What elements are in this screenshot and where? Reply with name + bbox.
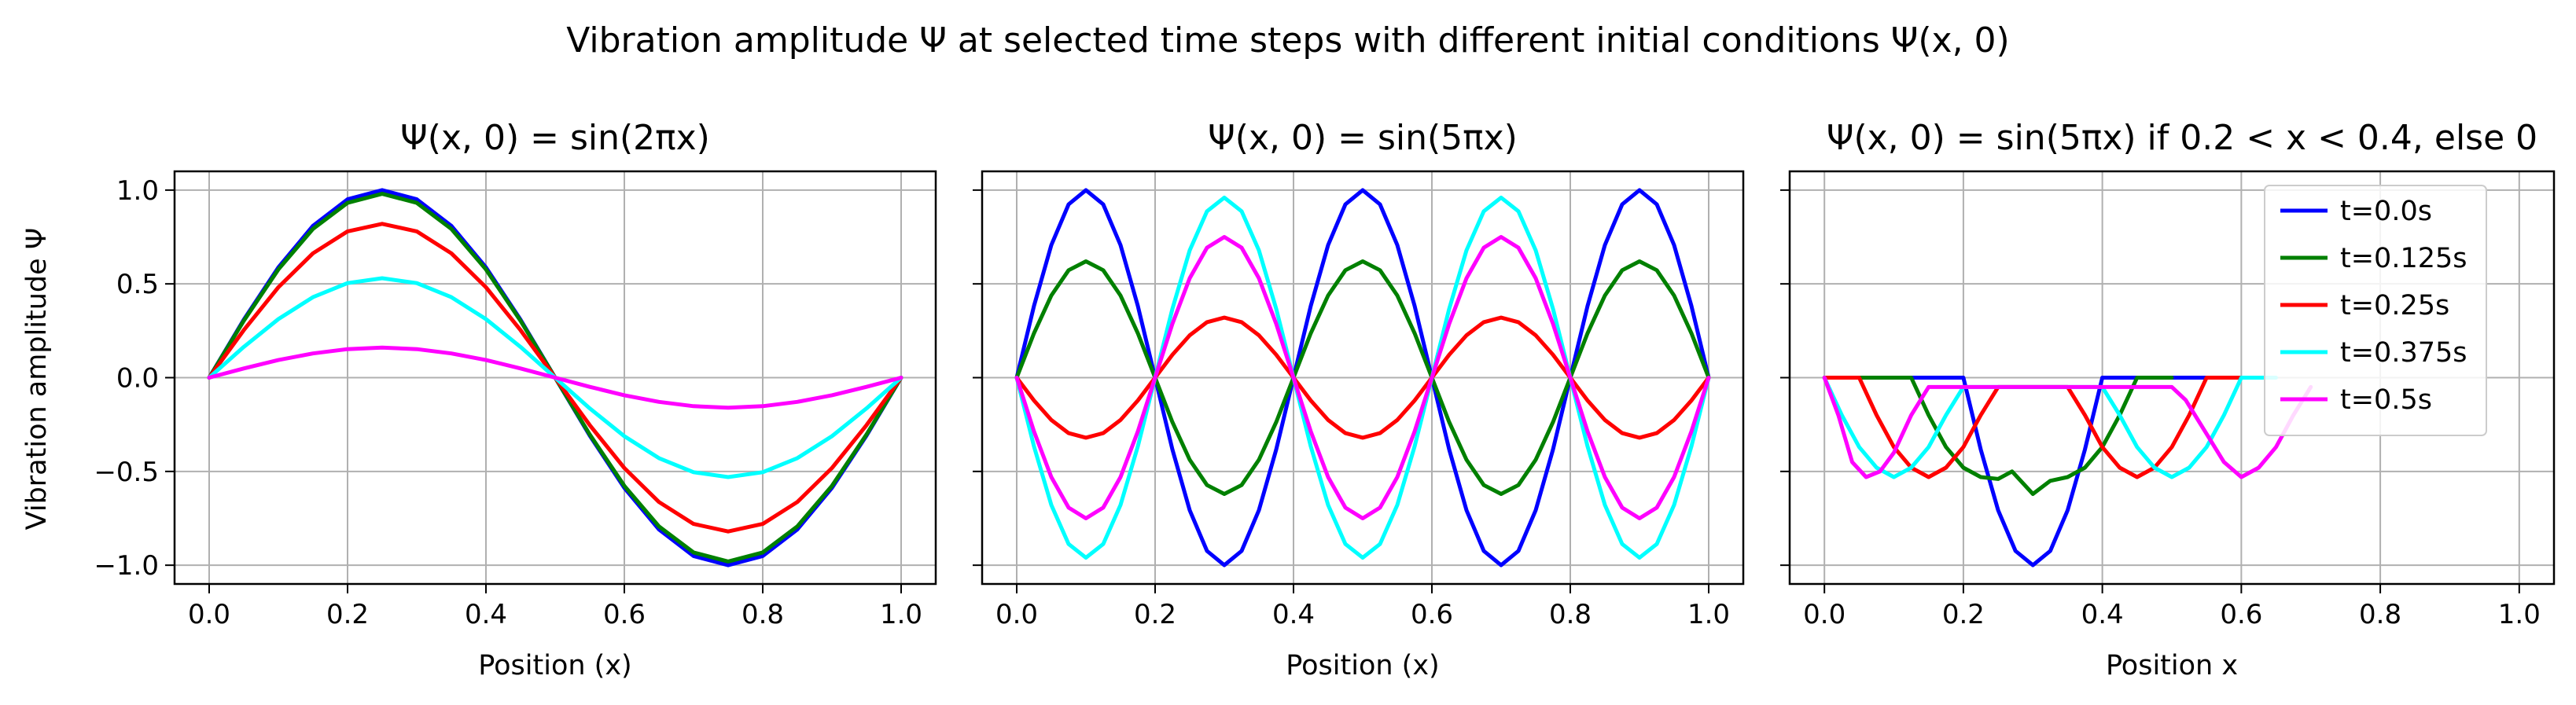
x-tick-label: 0.8	[742, 599, 784, 630]
x-tick-label: 0.2	[326, 599, 369, 630]
x-tick-label: 0.0	[188, 599, 230, 630]
y-tick-label: −0.5	[94, 457, 159, 488]
x-tick-label: 0.0	[1803, 599, 1846, 630]
panel-3-title: Ψ(x, 0) = sin(5πx) if 0.2 < x < 0.4, els…	[1827, 118, 2537, 158]
panel-2-x-axis-label: Position (x)	[1286, 650, 1439, 681]
legend-label: t=0.25s	[2340, 290, 2449, 321]
legend-label: t=0.0s	[2340, 196, 2432, 227]
x-tick-label: 0.4	[2081, 599, 2124, 630]
legend-item: t=0.5s	[2280, 384, 2432, 416]
x-tick-label: 0.0	[995, 599, 1038, 630]
series-line	[1014, 188, 1711, 567]
legend-item: t=0.375s	[2280, 337, 2467, 369]
y-axis-label: Vibration amplitude Ψ	[21, 228, 53, 531]
panel-3-plot: 0.0 0.2 0.4 0.6 0.8 1.0	[1780, 170, 2556, 630]
legend-label: t=0.125s	[2340, 243, 2467, 274]
y-tick-label: 0.5	[116, 269, 159, 300]
x-tick-label: 0.8	[1549, 599, 1592, 630]
panel-2-title: Ψ(x, 0) = sin(5πx)	[1208, 118, 1518, 158]
x-tick-label: 0.8	[2359, 599, 2401, 630]
y-tick-label: 0.0	[116, 363, 159, 395]
x-tick-label: 0.2	[1134, 599, 1176, 630]
x-tick-label: 0.4	[465, 599, 507, 630]
x-tick-label: 1.0	[880, 599, 922, 630]
x-tick-label: 0.4	[1272, 599, 1315, 630]
panel-3: Ψ(x, 0) = sin(5πx) if 0.2 < x < 0.4, els…	[1780, 118, 2556, 681]
panel-1-x-axis-label: Position (x)	[478, 650, 631, 681]
y-tick-label: −1.0	[94, 550, 159, 582]
legend-box	[2264, 185, 2487, 436]
legend-item: t=0.125s	[2280, 243, 2467, 274]
y-tick-label: 1.0	[116, 175, 159, 207]
series-line	[1014, 315, 1711, 440]
legend-item: t=0.25s	[2280, 290, 2449, 321]
series-line	[1822, 376, 2174, 496]
series-line	[1822, 376, 2313, 479]
series-line	[1014, 259, 1711, 496]
panel-1-plot: 0.0 0.2 0.4 0.6 0.8 1.0 1.0 0.5 0.0 −0.5 −1.0	[94, 170, 937, 630]
legend-label: t=0.375s	[2340, 337, 2467, 369]
series-line	[207, 345, 903, 410]
panel-2: Ψ(x, 0) = sin(5πx) Position (x) 0.0 0.2 0.…	[973, 118, 1745, 681]
legend-item: t=0.0s	[2280, 196, 2432, 227]
x-tick-label: 1.0	[2498, 599, 2541, 630]
x-tick-label: 0.6	[603, 599, 646, 630]
x-tick-label: 0.6	[2220, 599, 2262, 630]
legend-label: t=0.5s	[2340, 384, 2432, 416]
legend: t=0.0s t=0.125s t=0.25s t=0.375s t=0.5s	[2264, 185, 2487, 436]
x-tick-label: 0.2	[1942, 599, 1985, 630]
panel-3-x-axis-label: Position x	[2106, 650, 2238, 681]
panel-2-plot: 0.0 0.2 0.4 0.6 0.8 1.0	[973, 170, 1745, 630]
panel-1: Ψ(x, 0) = sin(2πx) Position (x) 0.0 0.2 0.…	[94, 118, 937, 681]
x-tick-label: 0.6	[1411, 599, 1453, 630]
x-tick-label: 1.0	[1687, 599, 1730, 630]
figure-suptitle: Vibration amplitude Ψ at selected time s…	[566, 20, 2009, 61]
series-line	[1014, 235, 1711, 520]
panel-1-title: Ψ(x, 0) = sin(2πx)	[400, 118, 710, 158]
series-line	[1014, 195, 1711, 560]
